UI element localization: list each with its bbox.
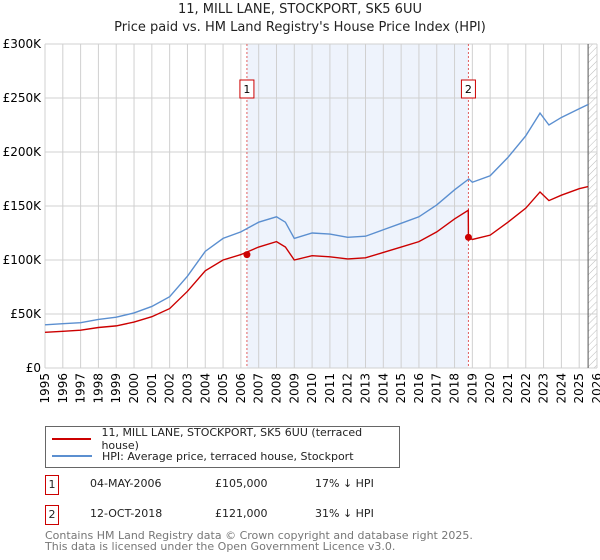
x-tick-label: 2014	[376, 373, 390, 404]
x-tick-label: 2016	[412, 373, 426, 404]
footer-copyright: Contains HM Land Registry data © Crown c…	[45, 529, 473, 542]
x-tick-label: 2012	[341, 373, 355, 404]
y-tick-label: £250K	[3, 91, 43, 105]
chart-svg: 1995 1996 1997 1998 1999 2000 2001 2002 2003 2004…	[3, 37, 600, 404]
y-tick-label: £200K	[3, 145, 43, 159]
chart-subtitle: Price paid vs. HM Land Registry's House …	[114, 20, 486, 35]
sale-marker-label: 1	[243, 83, 250, 96]
x-tick-label: 2001	[145, 373, 159, 404]
sale-marker-badge: 1	[45, 475, 59, 495]
footer: Contains HM Land Registry data © Crown c…	[45, 530, 473, 552]
y-tick-label: £150K	[3, 199, 43, 213]
y-tick-label: £100K	[3, 253, 43, 267]
x-tick-label: 2025	[572, 373, 586, 404]
x-tick-label: 2002	[163, 373, 177, 404]
y-tick-label: £0	[26, 361, 41, 375]
x-tick-label: 2004	[198, 373, 212, 404]
sale-point	[464, 233, 472, 241]
x-tick-label: 2013	[359, 373, 373, 404]
x-tick-label: 1999	[109, 373, 123, 404]
x-tick-label: 2024	[554, 373, 568, 404]
x-tick-label: 1997	[74, 373, 88, 404]
sale-point	[243, 251, 251, 259]
x-tick-label: 2026	[590, 373, 600, 404]
legend-swatch-hpi	[52, 455, 92, 457]
y-tick-label: £50K	[10, 307, 42, 321]
legend: 11, MILL LANE, STOCKPORT, SK5 6UU (terra…	[45, 426, 400, 468]
x-tick-label: 2000	[127, 373, 141, 404]
sale-hpi-diff: 17% ↓ HPI	[315, 477, 374, 490]
x-tick-label: 2015	[394, 373, 408, 404]
y-tick-label: £300K	[3, 37, 43, 51]
sale-price: £105,000	[215, 477, 268, 490]
x-tick-label: 2021	[501, 373, 515, 404]
sale-marker-box	[460, 79, 476, 99]
chart-title: 11, MILL LANE, STOCKPORT, SK5 6UU	[178, 2, 422, 17]
x-tick-label: 2010	[305, 373, 319, 404]
x-tick-label: 2009	[287, 373, 301, 404]
sale-marker-label: 2	[465, 83, 472, 96]
sale-date: 12-OCT-2018	[90, 507, 163, 520]
x-tick-label: 1995	[38, 373, 52, 404]
x-tick-label: 2019	[465, 373, 479, 404]
x-tick-label: 2008	[269, 373, 283, 404]
table-row: 2 12-OCT-2018 £121,000 31% ↓ HPI	[45, 505, 545, 526]
x-tick-label: 2007	[252, 373, 266, 404]
x-tick-label: 1998	[91, 373, 105, 404]
sale-marker-badge: 2	[45, 505, 59, 525]
legend-swatch-property	[52, 438, 92, 440]
table-row: 1 04-MAY-2006 £105,000 17% ↓ HPI	[45, 475, 545, 496]
x-tick-label: 2003	[180, 373, 194, 404]
property-line	[44, 185, 589, 334]
legend-label-hpi: HPI: Average price, terraced house, Stoc…	[102, 449, 354, 463]
x-tick-label: 2018	[448, 373, 462, 404]
sale-hpi-diff: 31% ↓ HPI	[315, 507, 374, 520]
x-tick-label: 2022	[519, 373, 533, 404]
x-tick-label: 2020	[483, 373, 497, 404]
x-tick-label: 2023	[537, 373, 551, 404]
sale-date: 04-MAY-2006	[90, 477, 162, 490]
legend-label-property: 11, MILL LANE, STOCKPORT, SK5 6UU (terra…	[101, 426, 363, 452]
x-tick-label: 2005	[216, 373, 230, 404]
sale-price: £121,000	[215, 507, 268, 520]
footer-licence: This data is licensed under the Open Gov…	[45, 540, 396, 553]
x-tick-label: 1996	[56, 373, 70, 404]
x-tick-label: 2006	[234, 373, 248, 404]
sale-marker-box	[239, 79, 255, 99]
x-tick-label: 2017	[430, 373, 444, 404]
x-tick-label: 2011	[323, 373, 337, 404]
hpi-line	[44, 103, 589, 326]
